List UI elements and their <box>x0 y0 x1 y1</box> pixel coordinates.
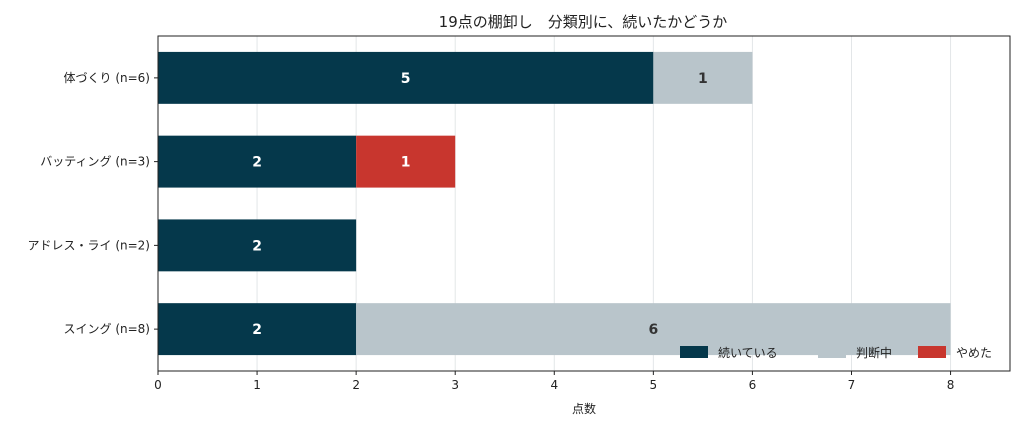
legend-swatch <box>818 346 846 358</box>
y-tick-label: バッティング (n=3) <box>40 155 150 169</box>
legend-label: 判断中 <box>856 345 892 360</box>
bar-value-label: 2 <box>252 238 262 254</box>
bar-segment <box>653 51 753 104</box>
x-tick-label: 1 <box>253 378 261 392</box>
chart-title: 19点の棚卸し 分類別に、続いたかどうか <box>439 13 728 31</box>
y-axis-ticks: 体づくり (n=6) バッティング (n=3) アドレス・ライ (n=2) スイング … <box>28 71 158 336</box>
legend-swatch <box>918 346 946 358</box>
bar-value-label: 1 <box>401 155 411 171</box>
bar-value-label: 2 <box>252 322 262 338</box>
x-tick-label: 7 <box>848 378 856 392</box>
x-tick-label: 3 <box>451 378 459 392</box>
y-tick-label: アドレス・ライ (n=2) <box>28 238 150 252</box>
legend-label: やめた <box>956 346 992 360</box>
y-tick-label: 体づくり (n=6) <box>64 71 150 85</box>
x-tick-label: 4 <box>550 378 558 392</box>
x-tick-label: 2 <box>352 378 360 392</box>
bar-segment <box>158 219 357 272</box>
legend-label: 続いている <box>718 346 778 360</box>
plot-frame <box>157 35 1011 372</box>
bar-value-label: 6 <box>648 322 658 338</box>
bar-value-label: 1 <box>698 71 708 87</box>
legend-swatch <box>680 346 708 358</box>
x-tick-label: 0 <box>154 378 162 392</box>
legend: 続いている 判断中 やめた <box>680 345 992 360</box>
bar-segment <box>356 303 951 356</box>
bars: 5 1 2 1 2 2 6 <box>158 51 951 356</box>
x-tick-label: 5 <box>650 378 658 392</box>
bar-segment <box>158 303 357 356</box>
bar-segment <box>356 135 456 188</box>
x-axis-label: 点数 <box>572 401 596 416</box>
x-axis-ticks: 0 1 2 3 4 5 6 7 8 <box>154 371 954 392</box>
bar-segment <box>158 135 357 188</box>
y-tick-label: スイング (n=8) <box>64 322 150 336</box>
x-tick-label: 6 <box>749 378 757 392</box>
bar-value-label: 5 <box>401 71 411 87</box>
bar-segment <box>158 51 654 104</box>
x-tick-label: 8 <box>947 378 955 392</box>
bar-value-label: 2 <box>252 155 262 171</box>
